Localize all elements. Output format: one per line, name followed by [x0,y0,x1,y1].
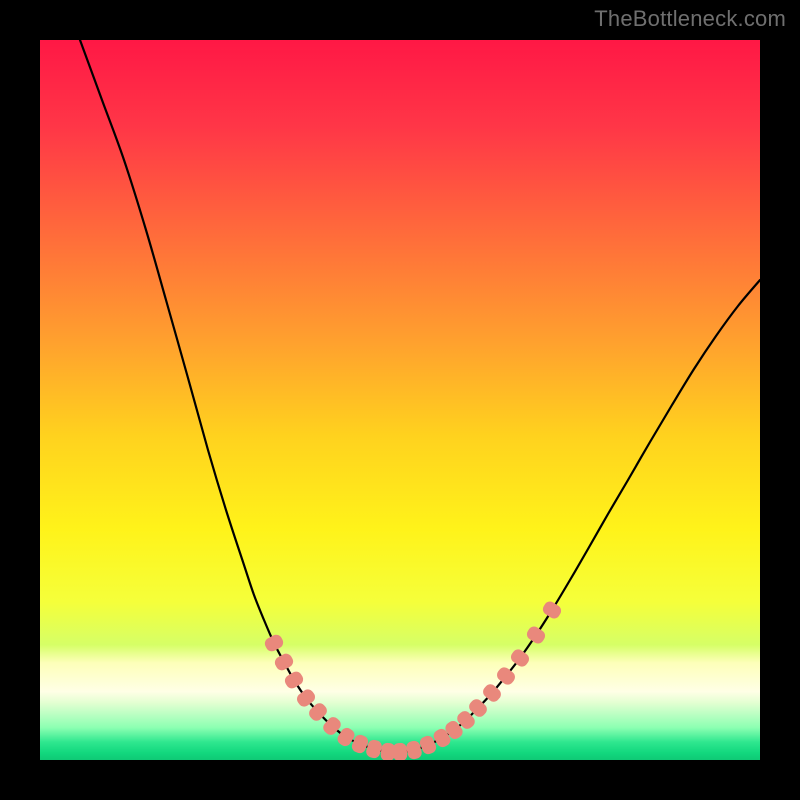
plot-area [40,40,760,760]
marker-dot [392,742,407,760]
gradient-background [40,40,760,760]
frame: TheBottleneck.com [0,0,800,800]
chart-svg [40,40,760,760]
watermark-text: TheBottleneck.com [594,6,786,32]
